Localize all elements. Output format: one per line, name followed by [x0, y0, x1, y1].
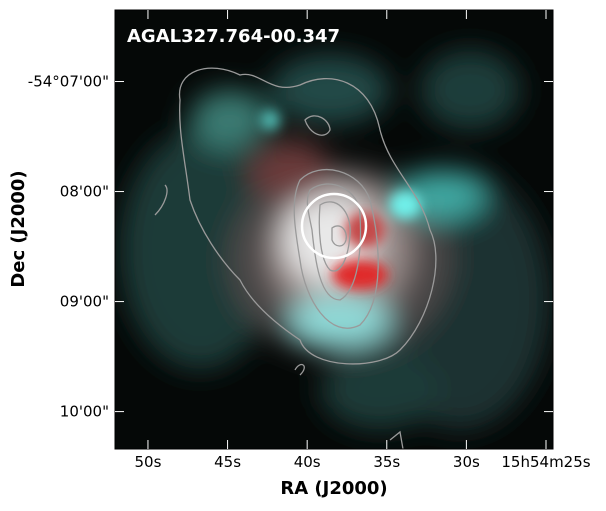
sky-image — [115, 10, 553, 449]
chart-title: AGAL327.764-00.347 — [127, 26, 340, 47]
y-tick-label: -54°07'00" — [28, 73, 109, 91]
x-axis-label: RA (J2000) — [280, 478, 387, 499]
x-tick-label: 35s — [373, 453, 400, 471]
x-tick-label: 30s — [453, 453, 480, 471]
y-tick-label: 08'00" — [60, 183, 109, 201]
x-tick-label: 45s — [214, 453, 241, 471]
x-tick-label: 15h54m25s — [501, 453, 590, 471]
y-tick-label: 09'00" — [60, 293, 109, 311]
x-tick-label: 50s — [135, 453, 162, 471]
y-tick-label: 10'00" — [60, 403, 109, 421]
x-tick-label: 40s — [294, 453, 321, 471]
y-axis-label: Dec (J2000) — [8, 170, 29, 287]
axes: 50s 45s 40s 35s 30s 15h54m25s -54°07'00" 08'00"… — [28, 10, 591, 471]
